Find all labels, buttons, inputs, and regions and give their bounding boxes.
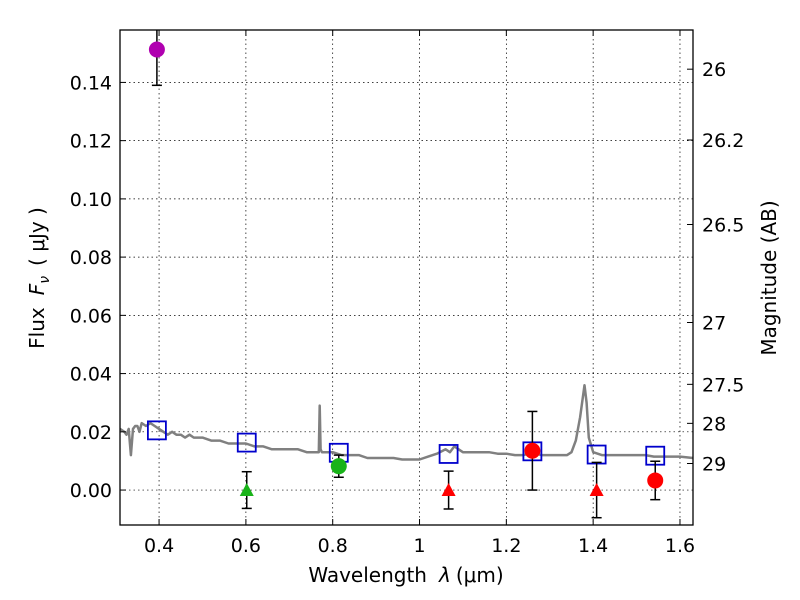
spectrum-line bbox=[120, 383, 693, 461]
x-tick-label: 1 bbox=[413, 535, 425, 557]
y-tick-label: 0.02 bbox=[70, 422, 112, 444]
y-tick-label: 0.00 bbox=[70, 480, 112, 502]
x-tick-label: 1.2 bbox=[491, 535, 521, 557]
x-tick-label: 1.4 bbox=[578, 535, 608, 557]
data-point bbox=[148, 41, 165, 58]
data-point bbox=[524, 442, 541, 459]
y-tick-label: 0.04 bbox=[70, 364, 112, 386]
y-axis-label: FluxFν( μJy ) bbox=[25, 207, 53, 349]
x-tick-label: 0.8 bbox=[318, 535, 348, 557]
y2-tick-label: 27 bbox=[702, 313, 726, 335]
model-point bbox=[438, 444, 459, 464]
y2-tick-label: 27.5 bbox=[702, 374, 744, 396]
x-tick-label: 0.4 bbox=[144, 535, 174, 557]
data-point bbox=[330, 458, 347, 475]
x-tick-label: 1.6 bbox=[665, 535, 695, 557]
model-point bbox=[146, 420, 167, 441]
y-tick-label: 0.10 bbox=[70, 189, 112, 211]
y-tick-label: 0.06 bbox=[70, 305, 112, 327]
y-tick-label: 0.08 bbox=[70, 247, 112, 269]
y2-tick-label: 26 bbox=[702, 59, 726, 81]
y2-tick-label: 26.5 bbox=[702, 215, 744, 237]
y2-tick-label: 26.2 bbox=[702, 130, 744, 152]
upper-limit-point bbox=[239, 483, 254, 497]
y2-tick-label: 29 bbox=[702, 454, 726, 476]
axes bbox=[119, 29, 694, 526]
y-tick-label: 0.14 bbox=[70, 72, 112, 94]
plot-area bbox=[120, 30, 693, 519]
gridlines bbox=[120, 30, 693, 525]
y2-axis-label: Magnitude (AB) bbox=[757, 200, 781, 355]
x-axis-label: Wavelength λ (μm) bbox=[308, 563, 503, 587]
y-tick-label: 0.12 bbox=[70, 131, 112, 153]
plot-frame bbox=[119, 29, 694, 526]
model-point bbox=[236, 432, 257, 453]
x-tick-label: 0.6 bbox=[231, 535, 261, 557]
data-point bbox=[647, 472, 664, 489]
upper-limit-point bbox=[589, 483, 604, 497]
upper-limit-point bbox=[441, 483, 456, 497]
y2-tick-label: 28 bbox=[702, 413, 726, 435]
tick-labels: 0.4 0.6 0.8 1 1.2 1.4 1.6 0.00 0.02 0.04 0.06 0.08 0… bbox=[70, 59, 745, 557]
